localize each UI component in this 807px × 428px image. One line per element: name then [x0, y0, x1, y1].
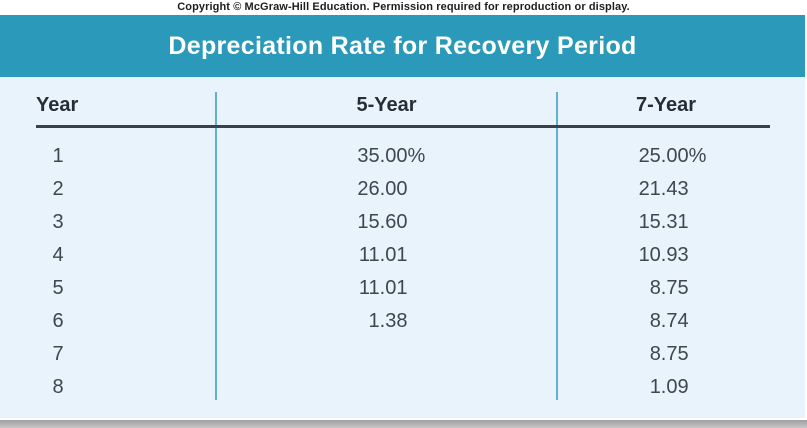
seven-year-rate-value: 10.93: [638, 244, 689, 266]
seven-year-rate-cell: 1.09: [556, 371, 805, 404]
seven-year-rate-value: 25.00: [638, 145, 689, 167]
column-header-5year: 5-Year: [356, 94, 417, 116]
five-year-rate-cell: [215, 338, 555, 371]
seven-year-rate-cell: 8.75: [556, 272, 805, 305]
title-bar: Depreciation Rate for Recovery Period: [0, 15, 805, 77]
seven-year-rate-value: 8.75: [649, 343, 689, 365]
five-year-rate-cell: 11.01: [215, 239, 555, 272]
seven-year-rate-value: 8.74: [649, 310, 689, 332]
page-title: Depreciation Rate for Recovery Period: [168, 31, 637, 60]
year-cell: 2: [0, 173, 215, 206]
seven-year-rate-cell: 8.75: [556, 338, 805, 371]
five-year-rate-value: 1.38: [368, 310, 408, 332]
year-cell: 7: [0, 338, 215, 371]
seven-year-rate-value: 21.43: [638, 178, 689, 200]
seven-year-rate-value: 15.31: [638, 211, 689, 233]
five-year-rate-value: 26.00: [357, 178, 408, 200]
table-row: 7 8.75: [0, 338, 805, 371]
column-divider-2: [556, 92, 558, 400]
year-value: 8: [52, 376, 64, 398]
year-cell: 8: [0, 371, 215, 404]
table-body: 1 35.00% 25.00% 2 26.00 21.43 3 15.60 15…: [0, 140, 805, 404]
five-year-rate-cell: [215, 371, 555, 404]
year-cell: 3: [0, 206, 215, 239]
five-year-rate-cell: 11.01: [215, 272, 555, 305]
bottom-edge-bar: [0, 420, 807, 428]
seven-year-rate-cell: 21.43: [556, 173, 805, 206]
seven-year-rate-cell: 15.31: [556, 206, 805, 239]
table-row: 4 11.01 10.93: [0, 239, 805, 272]
table-row: 2 26.00 21.43: [0, 173, 805, 206]
seven-year-rate-cell: 8.74: [556, 305, 805, 338]
five-year-rate-cell: 35.00%: [215, 140, 555, 173]
seven-year-rate-cell: 10.93: [556, 239, 805, 272]
table-row: 1 35.00% 25.00%: [0, 140, 805, 173]
table-row: 5 11.01 8.75: [0, 272, 805, 305]
year-value: 6: [52, 310, 64, 332]
five-year-rate-value: 11.01: [358, 244, 408, 266]
column-header-year: Year: [36, 94, 79, 116]
year-value: 4: [52, 244, 64, 266]
table-row: 3 15.60 15.31: [0, 206, 805, 239]
year-value: 1: [52, 145, 64, 167]
five-year-rate-value: 35.00: [357, 145, 408, 167]
five-year-rate-value: 15.60: [357, 211, 408, 233]
year-value: 7: [52, 343, 64, 365]
five-year-rate-cell: 15.60: [215, 206, 555, 239]
year-cell: 4: [0, 239, 215, 272]
column-header-7year: 7-Year: [635, 94, 697, 116]
table-row: 6 1.38 8.74: [0, 305, 805, 338]
seven-year-rate-value: 1.09: [649, 376, 689, 398]
table-row: 8 1.09: [0, 371, 805, 404]
five-year-rate-cell: 26.00: [215, 173, 555, 206]
year-value: 5: [52, 277, 64, 299]
year-value: 2: [52, 178, 64, 200]
column-divider-1: [215, 92, 217, 400]
five-year-rate-value: 11.01: [358, 277, 408, 299]
header-rule: [36, 125, 770, 128]
year-value: 3: [52, 211, 64, 233]
year-cell: 1: [0, 140, 215, 173]
copyright-text: Copyright © McGraw-Hill Education. Permi…: [177, 1, 630, 13]
percent-sign: %: [688, 145, 707, 167]
percent-sign: %: [407, 145, 426, 167]
seven-year-rate-cell: 25.00%: [556, 140, 805, 173]
seven-year-rate-value: 8.75: [649, 277, 689, 299]
depreciation-table: Year 5-Year 7-Year 1 35.00% 25.00% 2 26.…: [0, 77, 805, 418]
five-year-rate-cell: 1.38: [215, 305, 555, 338]
year-cell: 6: [0, 305, 215, 338]
year-cell: 5: [0, 272, 215, 305]
